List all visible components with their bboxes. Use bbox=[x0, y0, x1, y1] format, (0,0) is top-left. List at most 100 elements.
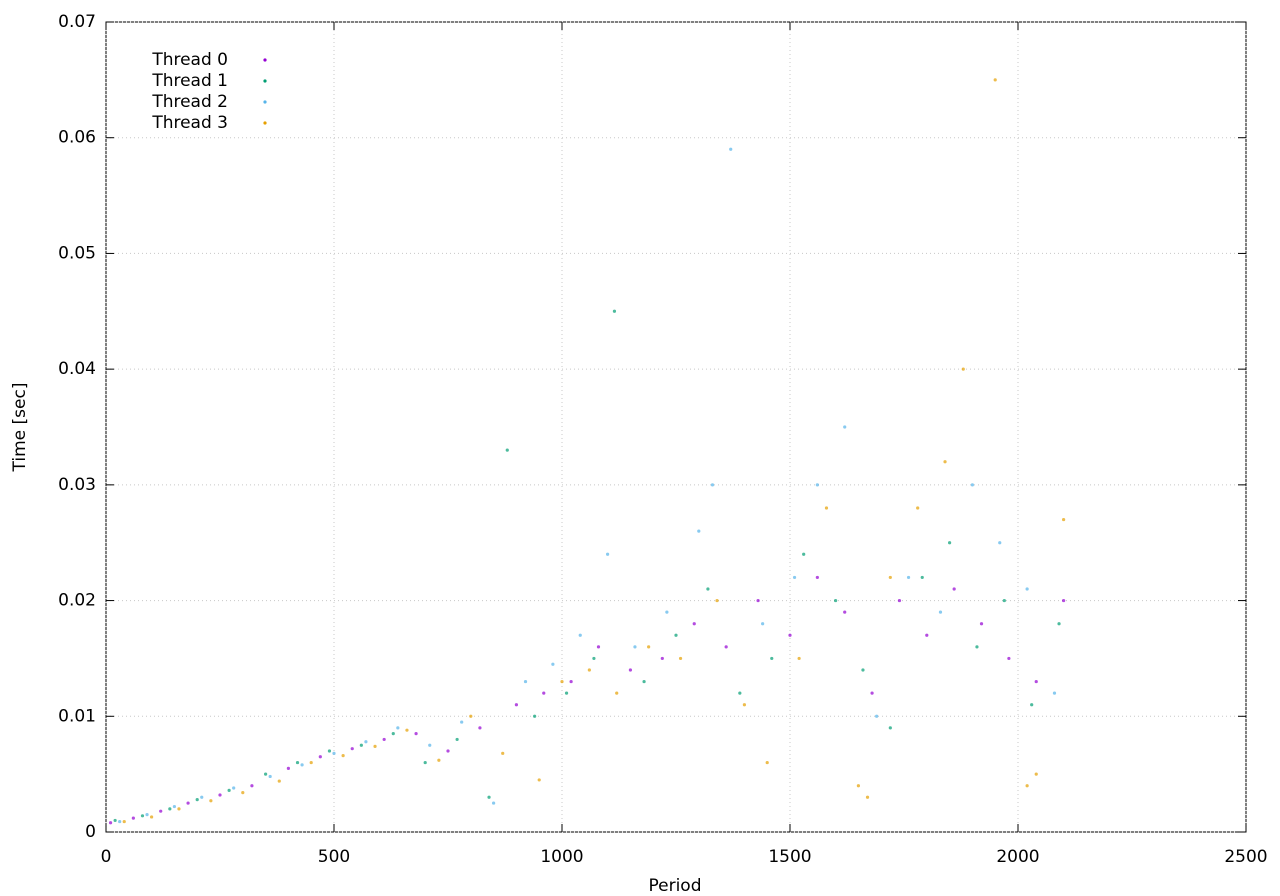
data-point bbox=[710, 483, 715, 487]
data-point bbox=[268, 774, 272, 779]
y-tick-label: 0.04 bbox=[58, 359, 96, 379]
data-point bbox=[113, 818, 117, 823]
x-tick-label: 2500 bbox=[1224, 847, 1267, 867]
data-point bbox=[606, 552, 610, 556]
data-point bbox=[200, 795, 204, 799]
data-point bbox=[414, 732, 418, 736]
data-point bbox=[542, 691, 546, 695]
data-point bbox=[692, 622, 696, 626]
data-point bbox=[364, 740, 368, 744]
data-point bbox=[505, 448, 509, 452]
data-point bbox=[523, 679, 528, 684]
data-point bbox=[724, 645, 728, 649]
data-point bbox=[802, 552, 806, 556]
data-point bbox=[195, 798, 199, 802]
data-point bbox=[232, 786, 236, 790]
data-point bbox=[715, 598, 719, 603]
data-point bbox=[788, 633, 792, 637]
legend-label: Thread 2 bbox=[151, 92, 228, 112]
data-point bbox=[492, 801, 496, 805]
data-point bbox=[218, 793, 222, 797]
data-point bbox=[514, 703, 519, 707]
data-point bbox=[295, 760, 300, 765]
data-point bbox=[501, 751, 505, 755]
data-point bbox=[843, 610, 847, 614]
data-point bbox=[633, 645, 637, 649]
data-point bbox=[391, 732, 395, 736]
legend-label: Thread 0 bbox=[151, 50, 228, 70]
data-point bbox=[140, 814, 145, 818]
data-point bbox=[533, 714, 537, 718]
data-point bbox=[318, 755, 322, 759]
data-point bbox=[1030, 703, 1034, 707]
y-tick-label: 0 bbox=[85, 822, 96, 842]
data-point bbox=[405, 728, 409, 732]
data-point bbox=[455, 737, 459, 742]
data-point bbox=[792, 575, 797, 580]
data-point bbox=[612, 309, 617, 313]
data-point bbox=[865, 795, 870, 799]
data-point bbox=[815, 575, 819, 580]
data-point bbox=[227, 788, 231, 792]
data-point bbox=[587, 668, 591, 672]
data-point bbox=[993, 78, 997, 82]
data-point bbox=[286, 766, 290, 770]
data-point bbox=[897, 598, 902, 603]
y-tick-label: 0.03 bbox=[58, 475, 96, 495]
data-point bbox=[186, 801, 190, 805]
data-point bbox=[1007, 656, 1011, 661]
data-point bbox=[596, 645, 601, 649]
data-point bbox=[578, 633, 582, 637]
data-point bbox=[1025, 784, 1029, 788]
data-point bbox=[1002, 598, 1006, 603]
data-point bbox=[1057, 622, 1061, 626]
x-tick-label: 1000 bbox=[540, 847, 583, 867]
y-axis-label: Time [sec] bbox=[10, 383, 30, 473]
data-point bbox=[332, 751, 336, 755]
data-point bbox=[761, 622, 765, 626]
data-point bbox=[738, 691, 742, 695]
data-point bbox=[770, 656, 774, 661]
x-tick-label: 1500 bbox=[768, 847, 811, 867]
data-point bbox=[264, 772, 268, 776]
data-point bbox=[920, 575, 924, 580]
data-point bbox=[834, 598, 838, 603]
data-point bbox=[478, 726, 482, 730]
data-point bbox=[1062, 517, 1066, 522]
data-point bbox=[250, 784, 254, 788]
data-point bbox=[396, 726, 400, 730]
data-point bbox=[241, 791, 245, 795]
data-point bbox=[797, 656, 801, 661]
plot-frame bbox=[105, 21, 1247, 833]
data-point bbox=[843, 425, 847, 429]
data-point bbox=[765, 760, 769, 765]
data-point bbox=[1034, 679, 1038, 684]
data-point bbox=[108, 821, 113, 825]
data-point bbox=[487, 795, 491, 799]
data-point bbox=[1025, 587, 1029, 591]
x-tick-label: 500 bbox=[318, 847, 350, 867]
data-point bbox=[1052, 691, 1057, 695]
data-point bbox=[815, 483, 819, 487]
data-point bbox=[277, 779, 281, 783]
data-point bbox=[551, 662, 555, 666]
x-tick-label: 0 bbox=[101, 847, 112, 867]
data-point bbox=[925, 633, 929, 637]
data-point bbox=[168, 807, 172, 811]
data-point bbox=[615, 691, 619, 695]
data-point bbox=[569, 679, 573, 684]
data-point bbox=[177, 807, 181, 811]
data-point bbox=[906, 575, 911, 580]
data-point bbox=[446, 749, 450, 753]
data-point bbox=[861, 668, 865, 672]
data-point bbox=[428, 743, 432, 747]
data-point bbox=[856, 784, 861, 788]
data-point bbox=[975, 645, 979, 649]
data-point bbox=[469, 714, 473, 718]
data-point bbox=[961, 367, 965, 371]
data-point bbox=[122, 819, 126, 824]
data-point bbox=[943, 460, 947, 464]
data-point bbox=[300, 763, 304, 767]
data-point bbox=[628, 668, 633, 672]
